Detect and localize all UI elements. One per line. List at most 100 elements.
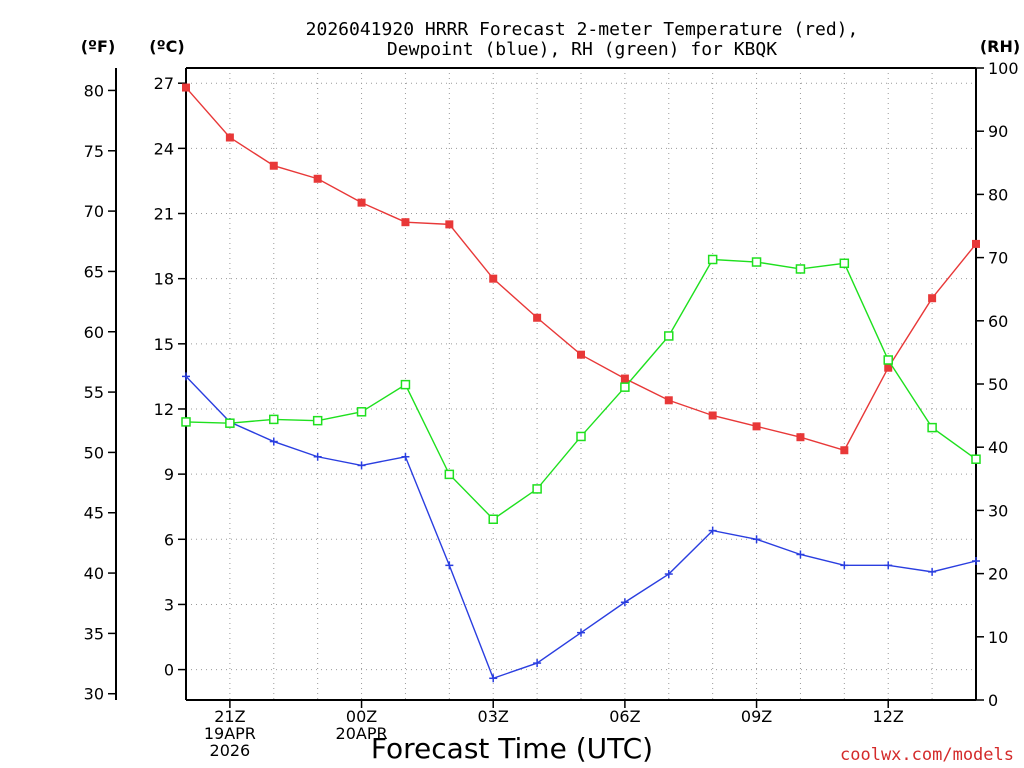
chart-title-line-2: Dewpoint (blue), RH (green) for KBQK (387, 39, 777, 60)
temperature-point (357, 198, 366, 207)
x-tick-label: 00Z (346, 707, 377, 726)
celsius-tick-label: 3 (164, 595, 174, 614)
temperature-point (620, 374, 629, 383)
temperature-point (225, 133, 234, 142)
dewpoint-point (182, 372, 190, 381)
temperature-point (752, 422, 761, 431)
fahrenheit-tick-label: 45 (84, 504, 104, 523)
fahrenheit-tick-label: 60 (84, 323, 104, 342)
fahrenheit-tick-label: 65 (84, 262, 104, 281)
rh-tick-label: 10 (988, 628, 1008, 647)
dewpoint-point (577, 628, 585, 637)
rh-axis-label: (RH) (980, 37, 1020, 56)
rh-tick-label: 100 (988, 59, 1019, 78)
rh-tick-label: 50 (988, 375, 1008, 394)
dewpoint-point (928, 567, 937, 576)
fahrenheit-tick-label: 35 (84, 624, 104, 643)
rh-point (971, 454, 981, 464)
series-layer (181, 83, 981, 683)
rh-point (795, 264, 806, 274)
rh-tick-label: 20 (988, 565, 1008, 584)
temperature-point (796, 433, 805, 442)
axes: 30 35 40 45 50 55 60 65 70 75 80 0 3 6 9 12 15 18 21 24 27 0 1… (84, 59, 1019, 760)
dewpoint-point (796, 550, 805, 559)
rh-point (927, 422, 937, 433)
celsius-tick-label: 6 (164, 530, 174, 549)
celsius-tick-label: 9 (164, 465, 174, 484)
fahrenheit-tick-label: 55 (84, 383, 104, 402)
rh-tick-label: 90 (988, 122, 1008, 141)
x-tick-label: 09Z (741, 707, 772, 726)
dewpoint-point (840, 561, 849, 570)
temperature-point (182, 83, 190, 92)
x-tick-label: 06Z (609, 707, 640, 726)
dewpoint-point (313, 452, 322, 461)
x-tick-label: 2026 (210, 741, 251, 760)
rh-point (751, 257, 762, 267)
rh-point (576, 431, 586, 442)
rh-point (444, 469, 455, 480)
temperature-point (445, 220, 454, 229)
rh-point (532, 484, 542, 494)
temperature-point (489, 274, 498, 283)
dewpoint-point (445, 561, 454, 570)
celsius-tick-label: 0 (164, 661, 174, 680)
rh-point (312, 415, 323, 426)
x-tick-label: 12Z (873, 707, 904, 726)
temperature-point (884, 363, 893, 372)
rh-point (488, 514, 498, 524)
dewpoint-point (664, 570, 673, 579)
celsius-tick-label: 15 (154, 335, 174, 354)
fahrenheit-tick-label: 80 (84, 81, 104, 100)
gridlines (185, 68, 977, 700)
celsius-tick-label: 12 (154, 400, 174, 419)
dewpoint-series (182, 372, 980, 683)
rh-point (664, 331, 674, 341)
x-tick-label: 20APR (336, 724, 388, 743)
dewpoint-point (972, 557, 980, 566)
dewpoint-point (708, 526, 717, 535)
celsius-tick-label: 27 (154, 74, 174, 93)
dewpoint-point (269, 437, 278, 446)
fahrenheit-tick-label: 30 (84, 685, 104, 704)
temperature-point (401, 218, 410, 227)
dewpoint-point (884, 561, 893, 570)
temperature-point (577, 350, 585, 359)
temperature-series (182, 83, 980, 455)
rh-series (181, 254, 981, 524)
rh-point (620, 382, 630, 392)
celsius-tick-label: 21 (154, 205, 174, 224)
temperature-point (708, 411, 717, 420)
fahrenheit-tick-label: 50 (84, 443, 104, 462)
rh-tick-label: 60 (988, 312, 1008, 331)
rh-point (707, 254, 718, 265)
rh-tick-label: 70 (988, 249, 1008, 268)
rh-tick-label: 80 (988, 185, 1008, 204)
fahrenheit-tick-label: 75 (84, 142, 104, 161)
dewpoint-point (401, 452, 410, 461)
temperature-point (928, 294, 937, 303)
temperature-point (313, 174, 322, 183)
temperature-point (533, 313, 542, 322)
chart-title-line-1: 2026041920 HRRR Forecast 2-meter Tempera… (306, 19, 859, 40)
rh-point (225, 418, 235, 428)
x-tick-label: 19APR (204, 724, 256, 743)
fahrenheit-tick-label: 40 (84, 564, 104, 583)
fahrenheit-tick-label: 70 (84, 202, 104, 221)
temperature-point (664, 396, 673, 405)
dewpoint-point (620, 598, 629, 607)
celsius-tick-label: 24 (154, 139, 174, 158)
celsius-axis-label: (ºC) (149, 37, 184, 56)
temperature-point (972, 239, 980, 248)
fahrenheit-axis-label: (ºF) (81, 37, 116, 56)
dewpoint-point (752, 535, 761, 544)
rh-point (269, 414, 279, 425)
rh-point (400, 379, 411, 390)
temperature-point (269, 161, 278, 170)
x-axis-title: Forecast Time (UTC) (371, 732, 653, 765)
celsius-tick-label: 18 (154, 270, 174, 289)
rh-point (181, 417, 191, 427)
rh-tick-label: 30 (988, 501, 1008, 520)
temperature-point (840, 446, 849, 455)
